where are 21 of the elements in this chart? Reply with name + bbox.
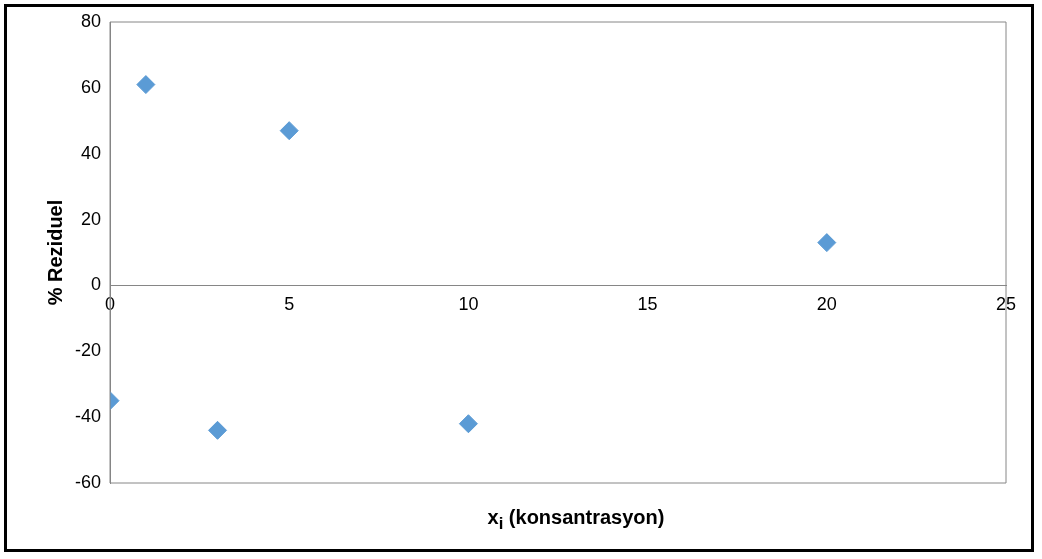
point [817, 233, 837, 253]
x-tick-label: 5 [284, 294, 295, 315]
point [208, 420, 228, 440]
x-tick-label: 25 [995, 294, 1017, 315]
x-axis-title: x$_{i}$ (konsantrasyon) [486, 506, 666, 534]
point [458, 414, 478, 434]
y-axis-title: % Reziduel [43, 199, 66, 306]
y-tick-label: -60 [75, 471, 102, 492]
point [136, 75, 156, 95]
x-tick-label: 0 [105, 294, 116, 315]
x-tick-label: 15 [637, 294, 658, 315]
y-tick-label: 20 [80, 208, 102, 229]
point [279, 121, 299, 141]
x-tick-label: 10 [458, 294, 479, 315]
y-tick-label: 60 [80, 76, 102, 97]
y-tick-label: -20 [75, 340, 102, 361]
y-tick-label: -40 [75, 406, 102, 427]
y-tick-label: 40 [80, 142, 102, 163]
y-tick-label: 0 [91, 274, 102, 295]
x-tick-label: 20 [816, 294, 837, 315]
y-tick-label: 80 [80, 10, 102, 31]
